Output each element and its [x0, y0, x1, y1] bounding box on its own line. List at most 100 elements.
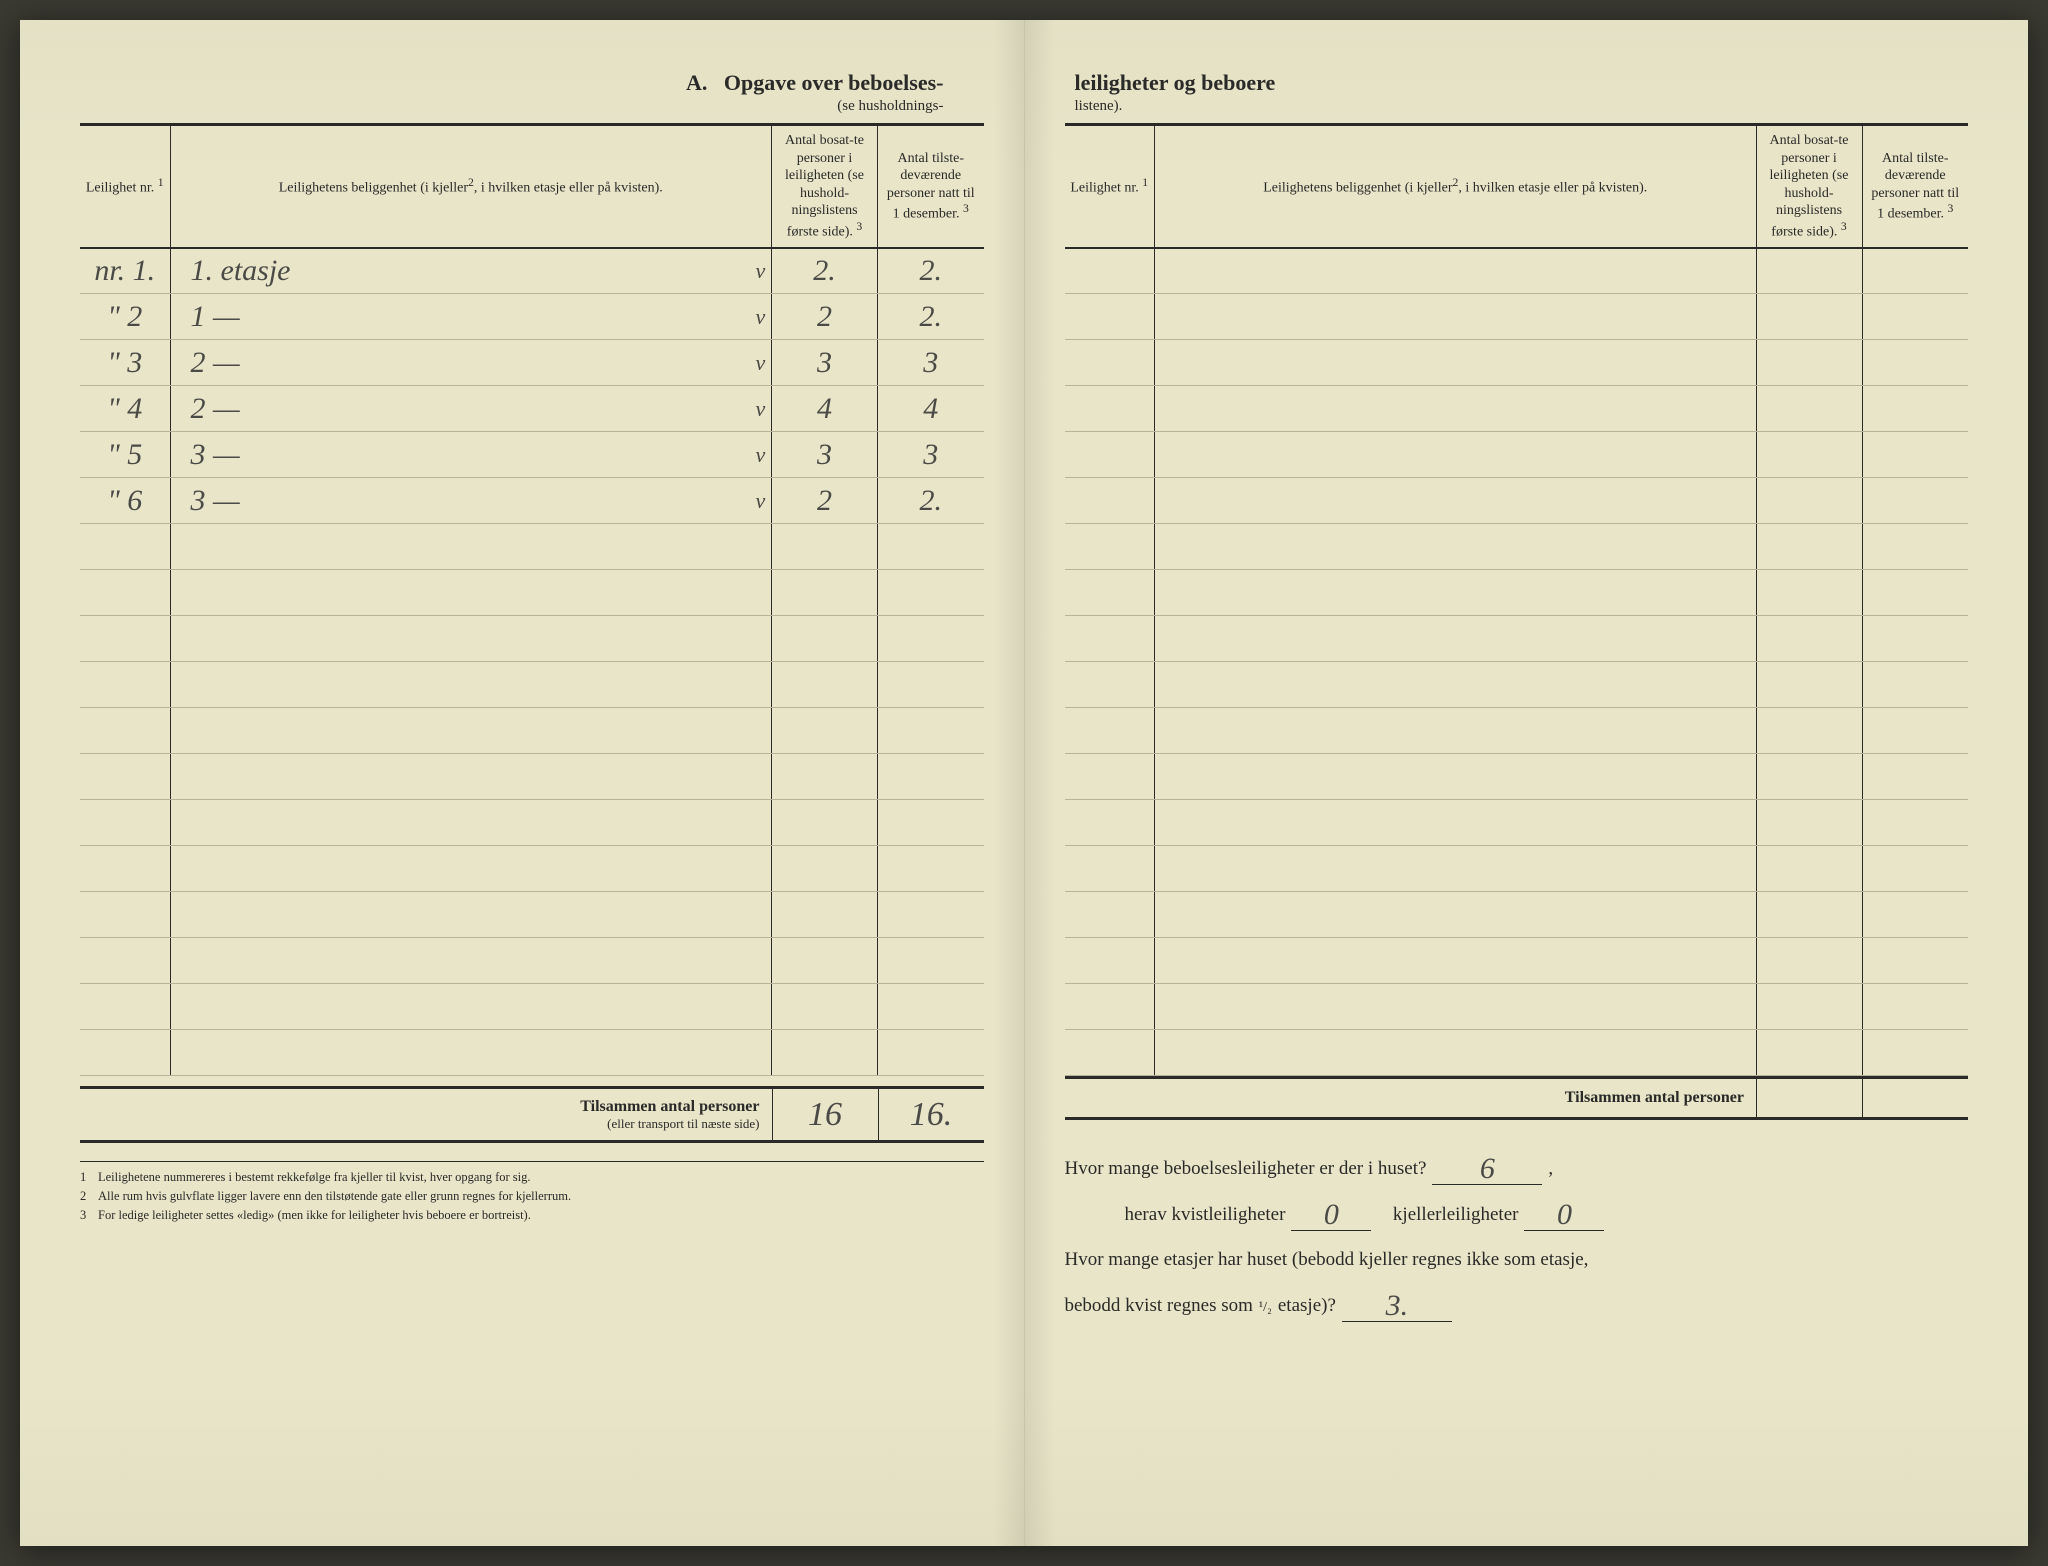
table-row-blank [1065, 386, 1969, 432]
q1-text: Hvor mange beboelsesleiligheter er der i… [1065, 1146, 1427, 1192]
cell-check: v [749, 386, 771, 432]
subheading-right: listene). [1065, 98, 1969, 115]
right-total-p2 [1862, 1079, 1968, 1117]
table-row-blank [1065, 662, 1969, 708]
cell-p1: 3 [772, 340, 878, 386]
cell-check: v [749, 340, 771, 386]
col-header-location: Leilighetens beliggenhet (i kjeller2, i … [170, 125, 772, 248]
table-row-blank [80, 938, 984, 984]
table-row-blank [1065, 616, 1969, 662]
col-header-persons2: Antal tilste-deværende personer natt til… [878, 125, 984, 248]
q1-tail: , [1548, 1146, 1553, 1192]
table-row-blank [80, 570, 984, 616]
right-table: Leilighet nr. 1 Leilighetens beliggenhet… [1065, 123, 1969, 1076]
q2a-text: herav kvistleiligheter [1125, 1192, 1286, 1238]
col-header-persons2-r: Antal tilste-deværende personer natt til… [1862, 125, 1968, 248]
table-row-blank [1065, 754, 1969, 800]
cell-location: 3 — [170, 478, 749, 524]
table-row-blank [80, 984, 984, 1030]
cell-location: 3 — [170, 432, 749, 478]
cell-check: v [749, 294, 771, 340]
heading-left: A. Opgave over beboelses- [80, 70, 984, 96]
cell-p2: 2. [878, 248, 984, 294]
col-header-persons1-r: Antal bosat-te personer i leiligheten (s… [1756, 125, 1862, 248]
cell-p1: 3 [772, 432, 878, 478]
spine-shadow-right [1025, 20, 1055, 1546]
footnote-1: Leilighetene nummereres i bestemt rekkef… [98, 1168, 531, 1187]
table-row-blank [1065, 846, 1969, 892]
right-totals-label: Tilsammen antal personer [1065, 1089, 1757, 1107]
table-row-blank [80, 754, 984, 800]
left-table: Leilighet nr. 1 Leilighetens beliggenhet… [80, 123, 984, 1076]
right-totals: Tilsammen antal personer [1065, 1076, 1969, 1120]
table-row-blank [1065, 800, 1969, 846]
table-row-blank [80, 892, 984, 938]
left-totals-label: Tilsammen antal personer (eller transpor… [80, 1097, 772, 1132]
document-spread: A. Opgave over beboelses- (se husholdnin… [20, 20, 2028, 1546]
cell-check: v [749, 248, 771, 294]
table-row: " 53 —v33 [80, 432, 984, 478]
left-page: A. Opgave over beboelses- (se husholdnin… [20, 20, 1025, 1546]
cell-nr: nr. 1. [80, 248, 170, 294]
table-row-blank [1065, 570, 1969, 616]
right-total-p1 [1756, 1079, 1862, 1117]
table-row-blank [1065, 984, 1969, 1030]
cell-p1: 2 [772, 478, 878, 524]
table-row-blank [1065, 432, 1969, 478]
footnote-3: For ledige leiligheter settes «ledig» (m… [98, 1206, 531, 1225]
spine-shadow-left [994, 20, 1024, 1546]
table-row-blank [80, 708, 984, 754]
cell-location: 2 — [170, 386, 749, 432]
cell-p2: 2. [878, 294, 984, 340]
cell-nr: " 6 [80, 478, 170, 524]
q2b-answer: 0 [1524, 1200, 1604, 1231]
cell-check: v [749, 432, 771, 478]
q2a-answer: 0 [1291, 1200, 1371, 1231]
heading-prefix: A. [686, 70, 707, 95]
heading-left-text: Opgave over beboelses- [724, 70, 944, 95]
q1-answer: 6 [1432, 1154, 1542, 1185]
q3b-text: bebodd kvist regnes som [1065, 1283, 1253, 1329]
table-row-blank [80, 524, 984, 570]
cell-nr: " 4 [80, 386, 170, 432]
right-page: leiligheter og beboere listene). Leiligh… [1025, 20, 2029, 1546]
q3-answer: 3. [1342, 1291, 1452, 1322]
col-header-persons1: Antal bosat-te personer i leiligheten (s… [772, 125, 878, 248]
col-header-location-r: Leilighetens beliggenhet (i kjeller2, i … [1155, 125, 1757, 248]
heading-right: leiligheter og beboere [1065, 70, 1969, 96]
table-row-blank [1065, 294, 1969, 340]
table-row-blank [80, 616, 984, 662]
cell-p1: 2 [772, 294, 878, 340]
q3a-text: Hvor mange etasjer har huset (bebodd kje… [1065, 1237, 1589, 1283]
table-row-blank [1065, 892, 1969, 938]
footnotes: 1Leilighetene nummereres i bestemt rekke… [80, 1161, 984, 1224]
q3c-text: etasje)? [1278, 1283, 1336, 1329]
cell-location: 2 — [170, 340, 749, 386]
cell-p2: 4 [878, 386, 984, 432]
table-row-blank [1065, 340, 1969, 386]
col-header-nr: Leilighet nr. 1 [80, 125, 170, 248]
footnote-2: Alle rum hvis gulvflate ligger lavere en… [98, 1187, 571, 1206]
col-header-nr-r: Leilighet nr. 1 [1065, 125, 1155, 248]
cell-nr: " 2 [80, 294, 170, 340]
table-row: " 42 —v44 [80, 386, 984, 432]
table-row-blank [80, 1030, 984, 1076]
q2b-text: kjellerleiligheter [1393, 1192, 1519, 1238]
cell-nr: " 5 [80, 432, 170, 478]
cell-p1: 4 [772, 386, 878, 432]
table-row-blank [80, 662, 984, 708]
table-row: " 63 —v22. [80, 478, 984, 524]
cell-p2: 2. [878, 478, 984, 524]
table-row-blank [1065, 708, 1969, 754]
table-row: " 32 —v33 [80, 340, 984, 386]
left-total-p2: 16. [878, 1089, 984, 1140]
left-total-p1: 16 [772, 1089, 878, 1140]
q3-fraction: ¹/₂ [1259, 1291, 1272, 1325]
cell-nr: " 3 [80, 340, 170, 386]
subheading-left: (se husholdnings- [80, 98, 984, 115]
table-row-blank [80, 800, 984, 846]
table-row-blank [1065, 478, 1969, 524]
table-row-blank [1065, 938, 1969, 984]
cell-p1: 2. [772, 248, 878, 294]
cell-check: v [749, 478, 771, 524]
